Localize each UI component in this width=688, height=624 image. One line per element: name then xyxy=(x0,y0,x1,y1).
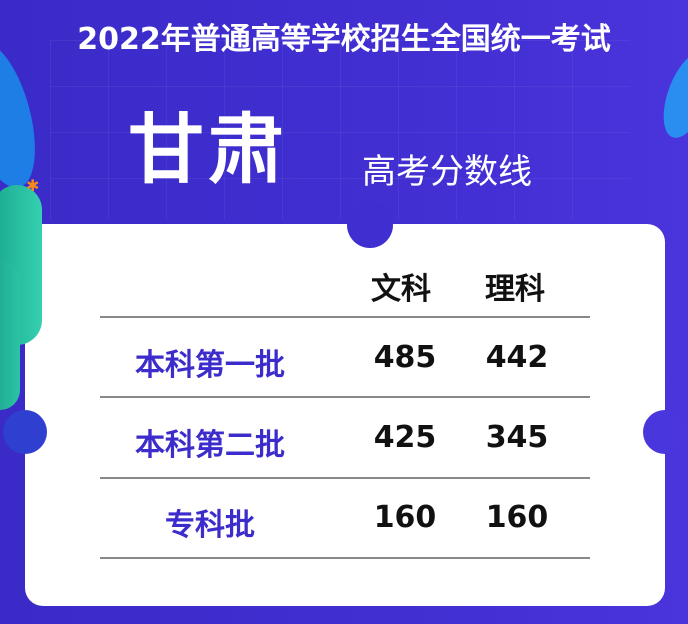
divider xyxy=(100,316,590,318)
ticket-notch-top xyxy=(347,202,393,248)
subtitle: 高考分数线 xyxy=(362,152,532,192)
cactus-decoration-lower xyxy=(0,260,20,410)
ticket-notch-left xyxy=(3,410,47,454)
flower-icon: ✱ xyxy=(26,176,40,195)
row-label: 本科第二批 xyxy=(135,428,285,463)
wenke-score: 425 xyxy=(373,420,437,455)
exam-title: 2022年普通高等学校招生全国统一考试 xyxy=(77,22,611,57)
score-card: 文科 理科 本科第一批 485 442 本科第二批 425 345 专科批 16… xyxy=(3,202,687,606)
divider xyxy=(100,557,590,559)
like-score: 345 xyxy=(485,420,549,455)
province-name: 甘肃 xyxy=(128,105,288,194)
row-label: 专科批 xyxy=(165,508,255,543)
divider xyxy=(100,477,590,479)
like-score: 160 xyxy=(485,500,549,535)
row-label: 本科第一批 xyxy=(135,348,285,383)
wenke-score: 485 xyxy=(373,340,437,375)
header-wenke: 文科 xyxy=(371,272,431,307)
header-like: 理科 xyxy=(485,272,545,307)
divider xyxy=(100,396,590,398)
ticket-notch-right xyxy=(643,410,687,454)
background-grid xyxy=(50,40,630,220)
like-score: 442 xyxy=(485,340,549,375)
wenke-score: 160 xyxy=(373,500,437,535)
